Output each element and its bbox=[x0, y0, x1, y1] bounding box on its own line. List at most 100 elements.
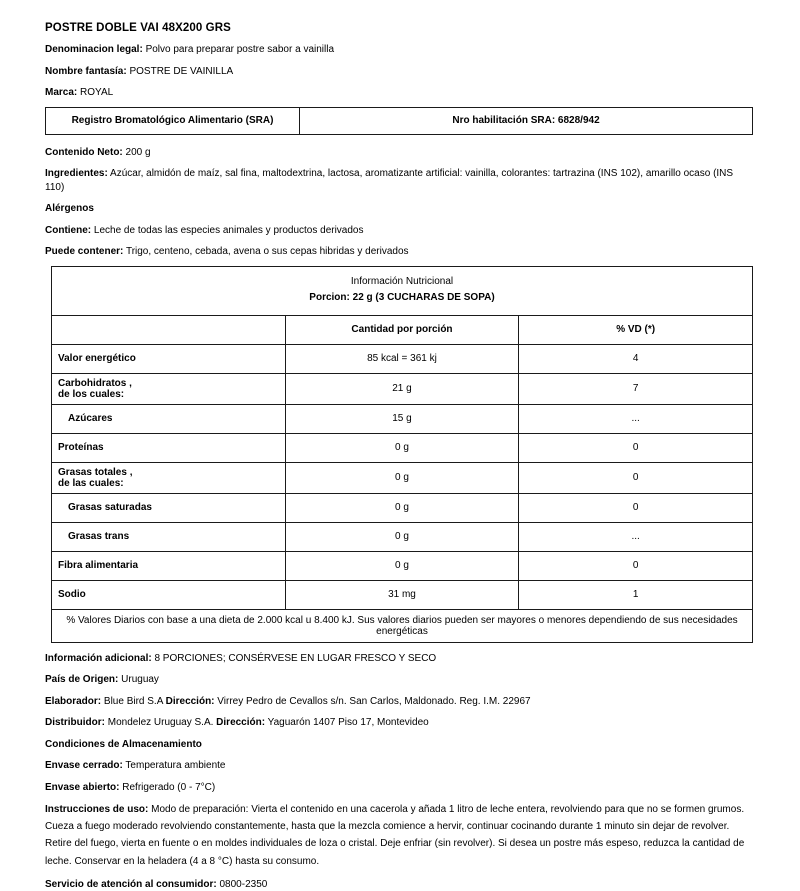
almacenamiento-heading: Condiciones de Almacenamiento bbox=[45, 738, 755, 752]
contenido-neto-line: Contenido Neto: 200 g bbox=[45, 146, 755, 160]
nombre-fantasia-value: POSTRE DE VAINILLA bbox=[126, 65, 234, 77]
nutrient-amount-cell: 0 g bbox=[284, 492, 520, 523]
denominacion-legal-line: Denominacion legal: Polvo para preparar … bbox=[45, 43, 755, 57]
nutrition-title-cell: Información Nutricional Porcion: 22 g (3… bbox=[51, 265, 753, 316]
envase-cerrado-line: Envase cerrado: Temperatura ambiente bbox=[45, 759, 755, 773]
distribuidor-label: Distribuidor: bbox=[45, 717, 105, 728]
servicio-consumidor-label: Servicio de atención al consumidor: bbox=[45, 878, 217, 890]
nutrition-header-vd: % VD (*) bbox=[518, 314, 753, 345]
nutrient-name: Grasas saturadas bbox=[68, 502, 152, 513]
almacenamiento-heading-text: Condiciones de Almacenamiento bbox=[45, 738, 202, 750]
nutrient-amount-cell: 0 g bbox=[284, 461, 520, 494]
nutrient-vd-cell: 1 bbox=[518, 579, 753, 610]
nutrient-name-cell: Grasas saturadas bbox=[51, 492, 286, 523]
nutrient-name-cell: Sodio bbox=[51, 579, 286, 610]
contenido-neto-value: 200 g bbox=[122, 146, 151, 158]
pais-origen-line: País de Origen: Uruguay bbox=[45, 673, 755, 687]
nutrient-name: Grasas trans bbox=[68, 531, 130, 542]
nutrient-name-cell: Grasas totales , de las cuales: bbox=[51, 461, 286, 494]
nutrient-name: Proteínas bbox=[58, 442, 104, 453]
elaborador-label: Elaborador: bbox=[45, 695, 102, 707]
table-row: Grasas trans 0 g... bbox=[51, 521, 753, 552]
nutrient-amount-cell: 0 g bbox=[284, 432, 520, 463]
elaborador-direccion-label: Dirección: bbox=[165, 695, 215, 707]
ingredientes-line: Ingredientes: Azúcar, almidón de maíz, s… bbox=[45, 167, 755, 194]
nutrient-vd-cell: ... bbox=[518, 403, 753, 434]
nutrition-header-cantidad: Cantidad por porción bbox=[284, 314, 520, 345]
pais-origen-label: País de Origen: bbox=[45, 674, 119, 685]
nutrient-name: Azúcares bbox=[68, 413, 113, 424]
alergenos-puede-contener-value: Trigo, centeno, cebada, avena o sus cepa… bbox=[123, 246, 409, 257]
nutrition-footnote-cell: % Valores Diarios con base a una dieta d… bbox=[51, 608, 753, 643]
envase-abierto-label: Envase abierto: bbox=[45, 781, 120, 793]
informacion-adicional-label: Información adicional: bbox=[45, 652, 152, 664]
nutrient-name-cell: Carbohidratos , de los cuales: bbox=[51, 372, 286, 405]
registro-bromatologico-table: Registro Bromatológico Alimentario (SRA)… bbox=[45, 106, 753, 135]
servicio-consumidor-line: Servicio de atención al consumidor: 0800… bbox=[45, 878, 755, 891]
nutrient-vd-cell: 7 bbox=[518, 372, 753, 405]
nutrition-footnote-body: % Valores Diarios con base a una dieta d… bbox=[51, 608, 753, 643]
nutrient-amount-cell: 21 g bbox=[284, 372, 520, 405]
nutrient-vd-cell: 0 bbox=[518, 492, 753, 523]
nutrient-name-cell: Azúcares bbox=[51, 403, 286, 434]
distribuidor-line: Distribuidor: Mondelez Uruguay S.A. Dire… bbox=[45, 716, 755, 730]
nutrient-amount-cell: 31 mg bbox=[284, 579, 520, 610]
nutrition-header-blank bbox=[51, 314, 286, 345]
contenido-neto-label: Contenido Neto: bbox=[45, 146, 123, 158]
registro-label-cell: Registro Bromatológico Alimentario (SRA) bbox=[45, 106, 300, 135]
envase-cerrado-label: Envase cerrado: bbox=[45, 760, 123, 771]
nutrient-vd-cell: 0 bbox=[518, 550, 753, 581]
nombre-fantasia-label: Nombre fantasía: bbox=[45, 65, 127, 77]
nutrition-table-body: Información Nutricional Porcion: 22 g (3… bbox=[51, 265, 753, 345]
nombre-fantasia-line: Nombre fantasía: POSTRE DE VAINILLA bbox=[45, 65, 755, 79]
nutrient-vd-cell: 4 bbox=[518, 343, 753, 374]
nutrient-name-cell: Grasas trans bbox=[51, 521, 286, 552]
distribuidor-direccion-value: Yaguarón 1407 Piso 17, Montevideo bbox=[265, 717, 429, 728]
envase-cerrado-value: Temperatura ambiente bbox=[122, 760, 226, 771]
denominacion-legal-label: Denominacion legal: bbox=[45, 44, 143, 55]
marca-line: Marca: ROYAL bbox=[45, 86, 755, 100]
nutrient-amount-cell: 0 g bbox=[284, 550, 520, 581]
instrucciones-de-uso-paragraph: Instrucciones de uso: Modo de preparació… bbox=[45, 801, 755, 870]
pais-origen-value: Uruguay bbox=[118, 674, 159, 685]
informacion-nutricional-table: Información Nutricional Porcion: 22 g (3… bbox=[51, 265, 753, 643]
table-row: Valor energético 85 kcal = 361 kj 4 bbox=[51, 343, 753, 374]
nutrition-title-row: Información Nutricional Porcion: 22 g (3… bbox=[51, 265, 753, 316]
instrucciones-label: Instrucciones de uso: bbox=[45, 804, 149, 815]
envase-abierto-value: Refrigerado (0 - 7°C) bbox=[119, 781, 216, 793]
nutrient-name-secondary: de las cuales: bbox=[58, 477, 124, 489]
nutrient-amount-cell: 85 kcal = 361 kj bbox=[284, 343, 520, 374]
product-label-document: POSTRE DOBLE VAI 48X200 GRS Denominacion… bbox=[45, 22, 755, 890]
nutrition-footnote-row: % Valores Diarios con base a una dieta d… bbox=[51, 608, 753, 643]
nutrient-name: Grasas totales , bbox=[58, 466, 133, 478]
distribuidor-direccion-label: Dirección: bbox=[216, 717, 266, 728]
envase-abierto-line: Envase abierto: Refrigerado (0 - 7°C) bbox=[45, 781, 755, 795]
nutrition-rows-body: Valor energético 85 kcal = 361 kj 4 Carbohi… bbox=[51, 343, 753, 610]
table-row: Azúcares 15 g... bbox=[51, 403, 753, 434]
servicio-consumidor-value: 0800-2350 bbox=[216, 878, 268, 890]
nutrient-vd-cell: ... bbox=[518, 521, 753, 552]
nutrient-name-secondary: de los cuales: bbox=[58, 388, 125, 400]
nutrient-name-cell: Fibra alimentaria bbox=[51, 550, 286, 581]
nutrition-header-row: Cantidad por porción % VD (*) bbox=[51, 314, 753, 345]
nutrient-name-cell: Valor energético bbox=[51, 343, 286, 374]
alergenos-puede-contener-line: Puede contener: Trigo, centeno, cebada, … bbox=[45, 245, 755, 259]
informacion-adicional-value: 8 PORCIONES; CONSÉRVESE EN LUGAR FRESCO … bbox=[151, 652, 437, 664]
nutrient-name: Sodio bbox=[58, 589, 86, 600]
elaborador-direccion-value: Virrey Pedro de Cevallos s/n. San Carlos… bbox=[214, 695, 531, 707]
alergenos-heading: Alérgenos bbox=[45, 202, 755, 216]
nutrient-vd-cell: 0 bbox=[518, 432, 753, 463]
ingredientes-label: Ingredientes: bbox=[45, 168, 108, 179]
denominacion-legal-value: Polvo para preparar postre sabor a vaini… bbox=[142, 44, 335, 55]
ingredientes-value: Azúcar, almidón de maíz, sal fina, malto… bbox=[45, 168, 734, 193]
nutrient-vd-cell: 0 bbox=[518, 461, 753, 494]
alergenos-contiene-line: Contiene: Leche de todas las especies an… bbox=[45, 224, 755, 238]
table-row: Registro Bromatológico Alimentario (SRA)… bbox=[45, 106, 753, 135]
nutrient-name: Valor energético bbox=[58, 353, 136, 364]
nutrient-name: Fibra alimentaria bbox=[58, 560, 139, 571]
